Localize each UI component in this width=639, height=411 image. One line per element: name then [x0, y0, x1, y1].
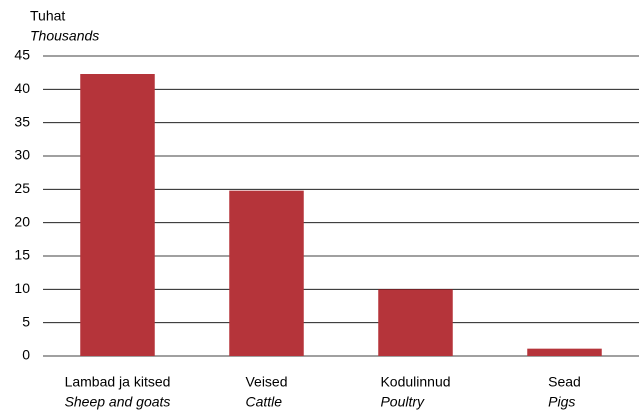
y-tick-label: 40 — [14, 80, 30, 96]
y-tick-label: 35 — [14, 113, 30, 129]
y-axis-label-en: Thousands — [30, 28, 99, 44]
x-tick-label-en: Poultry — [380, 394, 425, 410]
x-tick-label-en: Cattle — [245, 394, 282, 410]
x-tick-label-en: Sheep and goats — [65, 394, 171, 410]
bar — [527, 348, 602, 356]
x-tick-label: Sead — [548, 374, 581, 390]
x-tick-label-en: Pigs — [548, 394, 575, 410]
y-tick-label: 5 — [22, 313, 30, 329]
x-tick-label: Lambad ja kitsed — [65, 374, 171, 390]
y-tick-label: 20 — [14, 213, 30, 229]
y-tick-label: 10 — [14, 280, 30, 296]
y-tick-label: 45 — [14, 47, 30, 63]
x-tick-label: Kodulinnud — [380, 374, 450, 390]
y-tick-label: 15 — [14, 247, 30, 263]
y-tick-label: 0 — [22, 347, 30, 363]
y-tick-label: 25 — [14, 180, 30, 196]
x-tick-label: Veised — [245, 374, 287, 390]
bar — [378, 289, 453, 356]
bar — [80, 74, 155, 356]
y-axis-label: Tuhat — [30, 8, 65, 24]
y-tick-label: 30 — [14, 147, 30, 163]
bar — [229, 190, 304, 356]
